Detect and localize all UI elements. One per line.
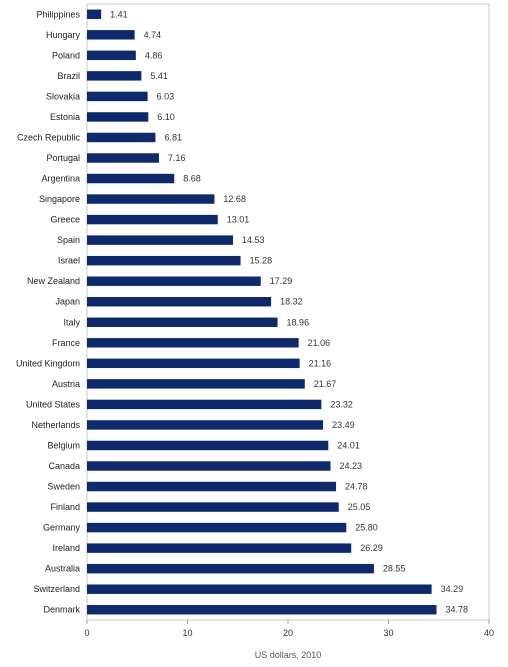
- category-label: Netherlands: [31, 420, 80, 430]
- value-label: 21.06: [308, 338, 331, 348]
- value-label: 24.01: [337, 440, 360, 450]
- value-label: 18.96: [287, 317, 310, 327]
- value-label: 14.53: [242, 235, 265, 245]
- value-label: 18.32: [280, 297, 303, 307]
- bar: [87, 461, 331, 471]
- category-label: Argentina: [41, 174, 80, 184]
- bar: [87, 584, 432, 594]
- category-label: Estonia: [50, 112, 80, 122]
- bar: [87, 317, 278, 327]
- value-label: 17.29: [270, 276, 293, 286]
- bar: [87, 543, 352, 553]
- category-label: Finland: [50, 502, 80, 512]
- bar: [87, 194, 215, 204]
- category-label: Singapore: [39, 194, 80, 204]
- bar: [87, 50, 136, 61]
- bar: [87, 71, 142, 81]
- value-label: 21.67: [314, 379, 337, 389]
- value-label: 1.41: [110, 9, 128, 19]
- category-label: New Zealand: [27, 276, 80, 286]
- x-axis-label: US dollars, 2010: [255, 650, 322, 660]
- category-label: Switzerland: [33, 584, 80, 594]
- category-label: Italy: [63, 317, 80, 327]
- bar: [87, 132, 156, 143]
- value-label: 15.28: [250, 256, 273, 266]
- x-tick-label: 30: [383, 628, 393, 638]
- bar: [87, 173, 175, 184]
- bar: [87, 153, 159, 163]
- category-label: Hungary: [46, 30, 81, 40]
- value-label: 24.23: [340, 461, 363, 471]
- bar: [87, 9, 102, 19]
- category-label: Slovakia: [46, 91, 80, 101]
- category-label: Japan: [55, 297, 80, 307]
- category-label: Austria: [52, 379, 80, 389]
- value-label: 6.03: [157, 91, 175, 101]
- category-label: Israel: [58, 256, 80, 266]
- value-label: 6.10: [157, 112, 175, 122]
- bar: [87, 338, 299, 348]
- x-tick-label: 0: [84, 628, 89, 638]
- category-label: Sweden: [47, 482, 80, 492]
- value-label: 13.01: [227, 215, 250, 225]
- value-label: 23.49: [332, 420, 355, 430]
- value-label: 21.16: [309, 358, 332, 368]
- category-label: Greece: [50, 215, 80, 225]
- bar: [87, 276, 261, 286]
- bar: [87, 605, 437, 615]
- category-label: Spain: [57, 235, 80, 245]
- bar: [87, 255, 241, 266]
- x-tick-label: 10: [182, 628, 192, 638]
- bar: [87, 30, 135, 40]
- bar: [87, 235, 234, 245]
- value-label: 7.16: [168, 153, 186, 163]
- bar: [87, 399, 322, 410]
- value-label: 25.05: [348, 502, 371, 512]
- bar: [87, 112, 149, 122]
- x-tick-label: 20: [283, 628, 293, 638]
- category-label: Denmark: [43, 605, 80, 615]
- category-label: Poland: [52, 50, 80, 60]
- category-label: United States: [26, 399, 81, 409]
- value-label: 25.80: [355, 523, 378, 533]
- value-label: 12.68: [223, 194, 246, 204]
- value-label: 23.32: [330, 399, 353, 409]
- category-label: Czech Republic: [17, 132, 81, 142]
- value-label: 5.41: [150, 71, 168, 81]
- category-label: United Kingdom: [16, 358, 80, 368]
- bars-group: Philippines 1.41 Hungary 4.74 Poland 4.86 Braz…: [16, 9, 468, 614]
- category-label: Canada: [48, 461, 80, 471]
- bar: [87, 481, 337, 492]
- value-label: 4.86: [145, 50, 163, 60]
- value-label: 8.68: [183, 174, 201, 184]
- bar: [87, 379, 305, 389]
- category-label: Ireland: [52, 543, 80, 553]
- x-tick-label: 40: [484, 628, 494, 638]
- value-label: 34.29: [441, 584, 464, 594]
- category-label: Philippines: [36, 9, 80, 19]
- value-label: 28.55: [383, 564, 406, 574]
- bar: [87, 440, 329, 451]
- category-label: Brazil: [57, 71, 80, 81]
- value-label: 4.74: [144, 30, 162, 40]
- bar: [87, 297, 272, 307]
- value-label: 24.78: [345, 482, 368, 492]
- bar: [87, 91, 148, 102]
- bar: [87, 358, 300, 369]
- value-label: 26.29: [360, 543, 383, 553]
- value-label: 6.81: [164, 132, 182, 142]
- category-label: Portugal: [46, 153, 80, 163]
- value-label: 34.78: [446, 605, 469, 615]
- bar: [87, 522, 347, 533]
- category-label: Belgium: [47, 440, 80, 450]
- bar: [87, 214, 218, 225]
- bar: [87, 420, 324, 430]
- x-axis-ticks: 0 10 20 30 40: [84, 620, 494, 638]
- bar: [87, 563, 374, 574]
- category-label: Germany: [43, 523, 81, 533]
- category-label: France: [52, 338, 80, 348]
- category-label: Australia: [45, 564, 80, 574]
- bar: [87, 502, 339, 512]
